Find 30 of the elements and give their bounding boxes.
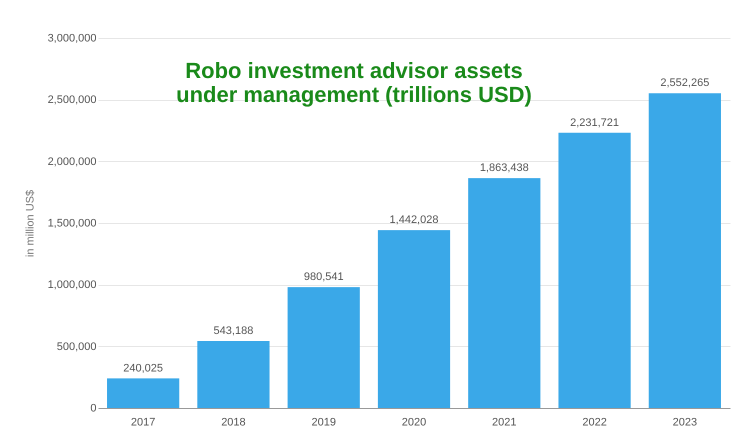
x-tick-label: 2020 [402, 416, 426, 428]
bar [648, 93, 721, 408]
bar [288, 287, 360, 408]
bar [197, 341, 270, 408]
data-label: 1,863,438 [480, 162, 529, 174]
bar [558, 132, 631, 408]
y-tick-label: 1,000,000 [48, 279, 96, 292]
data-label: 2,231,721 [570, 116, 620, 129]
text: Robo investment advisor assets under management (trillions USD) [176, 58, 532, 107]
data-label: 1,442,028 [390, 214, 438, 226]
x-tick-label: 2023 [672, 416, 698, 428]
data-label: 2,552,265 [660, 77, 710, 90]
x-tick-label: 2019 [311, 416, 336, 428]
y-tick-label: 3,000,000 [48, 32, 96, 44]
y-tick-label: 500,000 [56, 340, 96, 353]
x-tick-label: 2018 [221, 416, 246, 428]
bar [107, 378, 180, 408]
y-axis-title: in million US$ [24, 190, 37, 258]
x-tick-label: 2021 [492, 416, 517, 428]
x-tick-label: 2017 [130, 416, 156, 428]
y-tick-label: 2,500,000 [48, 94, 96, 106]
bar [378, 230, 450, 408]
bar [468, 178, 540, 408]
y-tick-label: 2,000,000 [48, 156, 96, 168]
y-tick-label: 1,500,000 [48, 218, 96, 230]
data-label: 980,541 [304, 271, 344, 284]
x-tick-label: 2022 [582, 416, 607, 428]
y-tick-label: 0 [90, 402, 96, 414]
data-label: 240,025 [123, 362, 164, 374]
data-label: 543,188 [214, 325, 254, 338]
